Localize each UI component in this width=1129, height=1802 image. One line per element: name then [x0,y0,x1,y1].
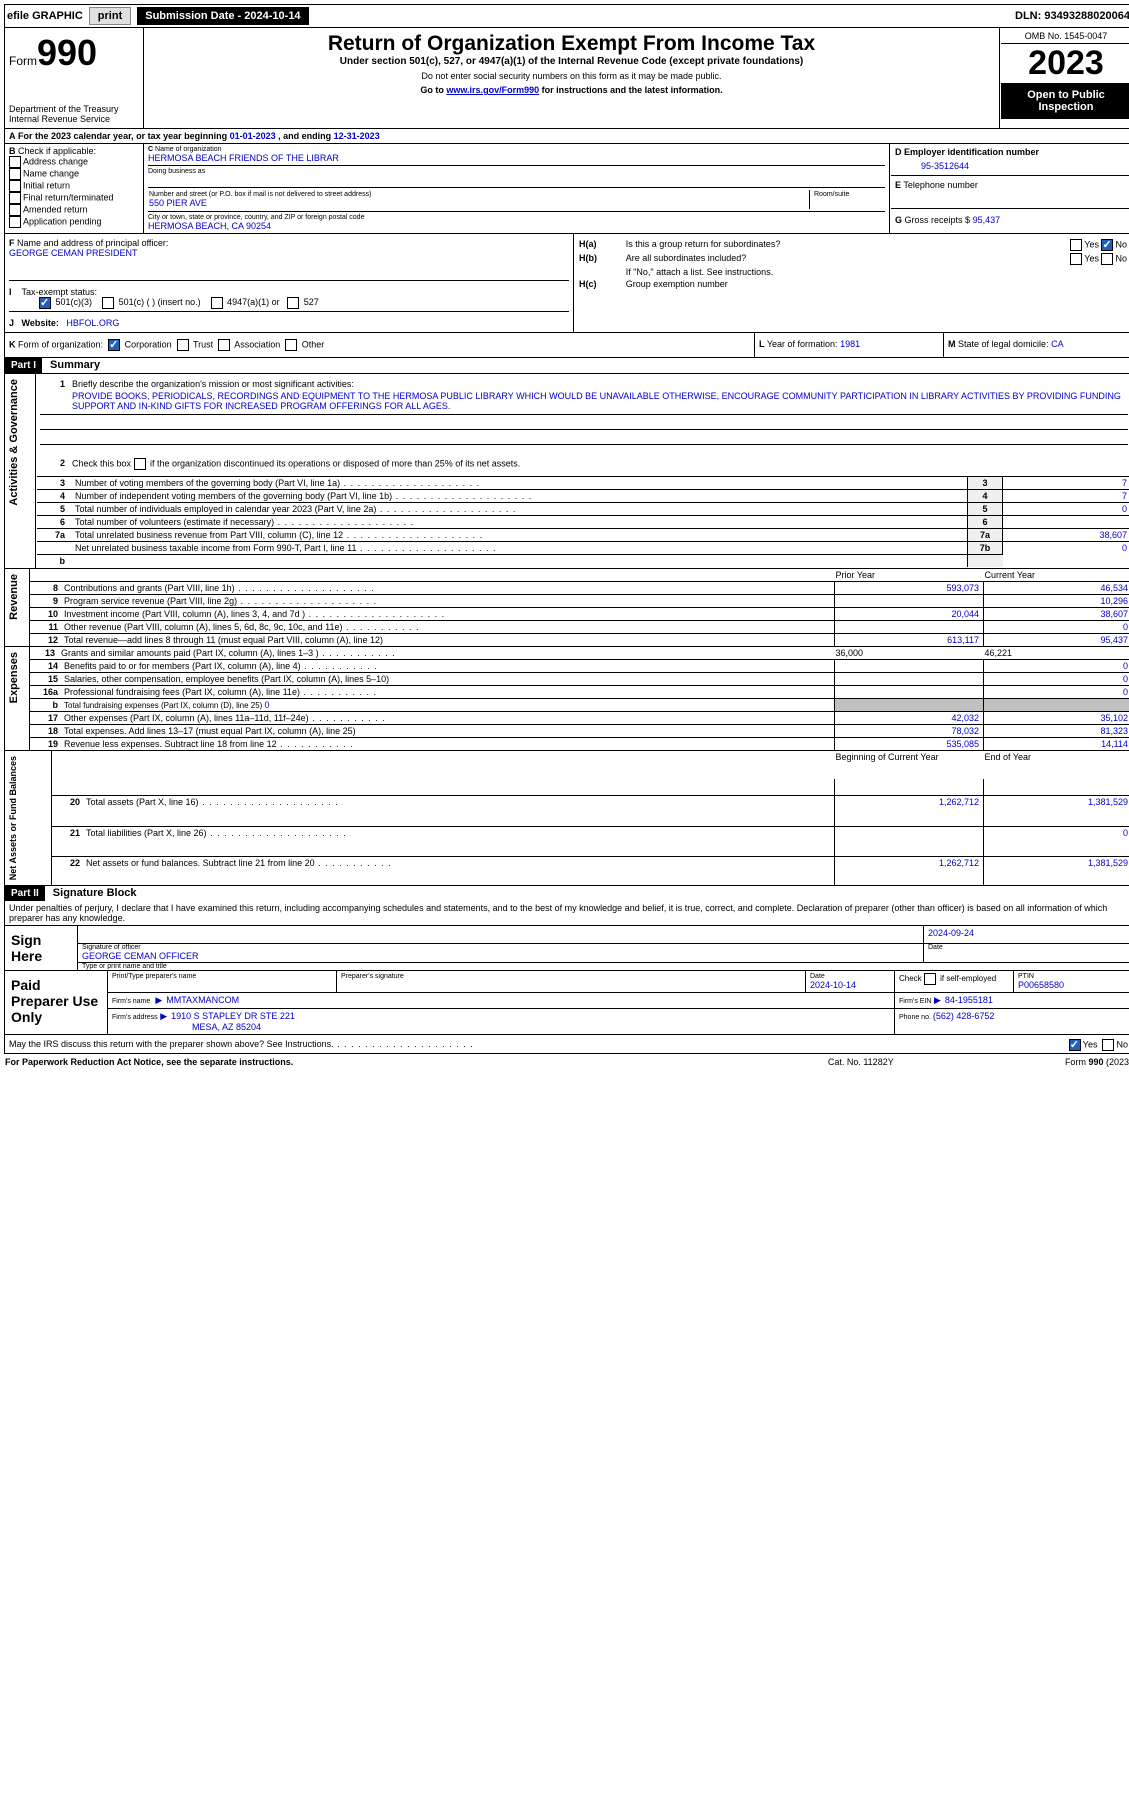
cb-Hb-no[interactable] [1101,253,1113,265]
top-toolbar: efile GRAPHIC print Submission Date - 20… [4,4,1129,28]
cb-name-change[interactable] [9,168,21,180]
cb-discuss-no[interactable] [1102,1039,1114,1051]
section-M: M State of legal domicile: CA [944,333,1129,358]
cb-discontinued[interactable] [134,458,146,470]
org-name: HERMOSA BEACH FRIENDS OF THE LIBRAR [148,153,885,163]
section-F: F Name and address of principal officer:… [5,234,574,333]
print-button[interactable]: print [89,7,131,25]
cb-501c3[interactable] [39,297,51,309]
net-label: Net Assets or Fund Balances [6,752,20,884]
cb-corp[interactable] [108,339,120,351]
cb-address-change[interactable] [9,156,21,168]
gov-table: 3Number of voting members of the governi… [37,476,1129,567]
cb-amended[interactable] [9,204,21,216]
dln: DLN: 93493288020064 [1015,10,1129,22]
cb-discuss-yes[interactable] [1069,1039,1081,1051]
website: HBFOL.ORG [66,318,119,328]
mission-text: PROVIDE BOOKS, PERIODICALS, RECORDINGS A… [71,390,1128,412]
cb-other[interactable] [285,339,297,351]
cb-initial-return[interactable] [9,180,21,192]
part1-header: Part ISummary [5,357,1129,373]
line-A: A For the 2023 calendar year, or tax yea… [5,128,1129,143]
cb-trust[interactable] [177,339,189,351]
instructions-link[interactable]: www.irs.gov/Form990 [446,85,539,95]
perjury-text: Under penalties of perjury, I declare th… [5,901,1129,925]
submission-date: Submission Date - 2024-10-14 [137,7,308,25]
cb-app-pending[interactable] [9,216,21,228]
cb-assoc[interactable] [218,339,230,351]
cb-self-employed[interactable] [924,973,936,985]
efile-label: efile GRAPHIC [7,10,83,22]
form-id-cell: Form990 Department of the Treasury Inter… [5,28,144,128]
exp-label: Expenses [6,648,22,707]
section-H: H(a)Is this a group return for subordina… [574,234,1129,333]
section-C: C Name of organization HERMOSA BEACH FRI… [144,144,890,234]
form-title: Return of Organization Exempt From Incom… [148,32,995,56]
gov-label: Activities & Governance [6,375,22,510]
cb-4947[interactable] [211,297,223,309]
ein: 95-3512644 [891,159,1129,173]
section-B: B Check if applicable: Address change Na… [5,144,144,234]
cb-Ha-yes[interactable] [1070,239,1082,251]
cb-Hb-yes[interactable] [1070,253,1082,265]
sign-here-label: Sign Here [5,926,78,971]
section-L: L Year of formation: 1981 [755,333,944,358]
year-cell: OMB No. 1545-0047 2023 Open to Public In… [1000,28,1129,128]
rev-label: Revenue [6,570,22,624]
cb-final-return[interactable] [9,192,21,204]
cb-Ha-no[interactable] [1101,239,1113,251]
cat-no: Cat. No. 11282Y [771,1056,950,1068]
cb-527[interactable] [287,297,299,309]
section-K: K Form of organization: Corporation Trus… [5,333,755,358]
form-title-cell: Return of Organization Exempt From Incom… [144,28,1000,128]
cb-501c[interactable] [102,297,114,309]
paid-preparer-label: Paid Preparer Use Only [5,971,108,1035]
section-DEG: D Employer identification number 95-3512… [890,144,1129,234]
pra-notice: For Paperwork Reduction Act Notice, see … [5,1057,293,1067]
part2-header: Part IISignature Block [5,885,1129,901]
discuss-row: May the IRS discuss this return with the… [5,1034,1129,1053]
